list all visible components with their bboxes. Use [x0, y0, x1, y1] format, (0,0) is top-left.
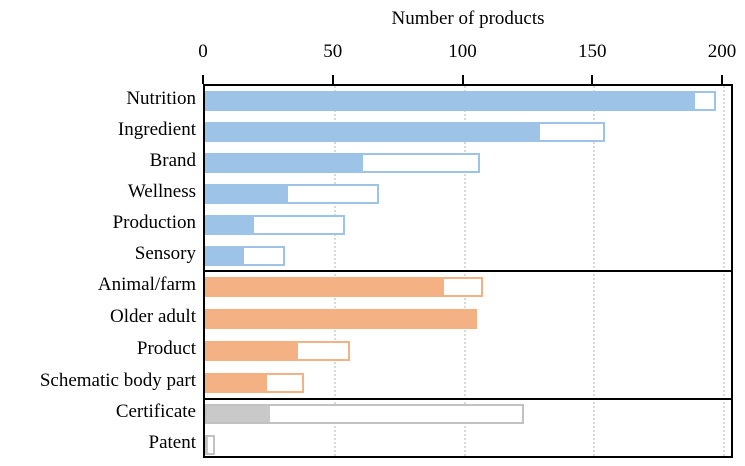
x-tick-mark-200 [721, 75, 723, 84]
x-tick-label-150: 150 [578, 41, 607, 62]
category-label-patent: Patent [148, 431, 197, 453]
bar-fill-production [207, 216, 255, 233]
bar-brand [205, 153, 481, 174]
x-tick-mark-100 [461, 75, 464, 84]
category-label-nutrition: Nutrition [126, 88, 196, 110]
category-label-ingredient: Ingredient [117, 119, 196, 141]
category-label-animal-farm: Animal/farm [97, 274, 196, 295]
category-label-brand: Brand [149, 150, 196, 172]
bar-fill-certificate [207, 406, 270, 423]
plot-area [203, 84, 733, 458]
bar-sensory [205, 245, 286, 266]
x-tick-label-200: 200 [707, 41, 737, 62]
x-tick-mark-0 [202, 75, 204, 84]
bar-patent [205, 434, 216, 455]
category-label-sensory: Sensory [134, 242, 196, 264]
bar-fill-brand [207, 155, 364, 172]
bar-ingredient [205, 122, 605, 143]
group-separator-1 [203, 269, 733, 273]
bar-older-adult [205, 309, 478, 329]
bar-nutrition [205, 91, 717, 112]
chart-title: Number of products [391, 8, 545, 29]
bar-fill-nutrition [207, 93, 696, 110]
x-tick-label-100: 100 [448, 41, 477, 62]
bar-fill-schematic-body-part [207, 375, 268, 391]
x-tick-mark-150 [591, 75, 594, 84]
bar-fill-ingredient [207, 124, 540, 141]
category-label-production: Production [112, 211, 196, 233]
category-label-product: Product [136, 338, 196, 359]
x-tick-label-50: 50 [323, 41, 343, 62]
bar-fill-older-adult [207, 311, 478, 327]
bar-wellness [205, 183, 379, 204]
x-tick-label-0: 0 [198, 41, 208, 62]
bar-fill-wellness [207, 185, 289, 202]
category-label-certificate: Certificate [115, 401, 196, 423]
category-label-older-adult: Older adult [109, 306, 196, 327]
bar-schematic-body-part [205, 373, 304, 393]
bar-certificate [205, 404, 525, 425]
group-separator-2 [203, 397, 733, 401]
bar-production [205, 214, 346, 235]
bar-fill-sensory [207, 247, 244, 264]
bar-product [205, 341, 351, 361]
bar-fill-product [207, 343, 299, 359]
bar-animal-farm [205, 277, 483, 297]
category-label-schematic-body-part: Schematic body part [39, 370, 196, 391]
x-tick-mark-50 [331, 75, 334, 84]
bar-fill-patent [207, 436, 208, 453]
bar-fill-animal-farm [207, 279, 444, 295]
category-label-wellness: Wellness [127, 180, 196, 202]
